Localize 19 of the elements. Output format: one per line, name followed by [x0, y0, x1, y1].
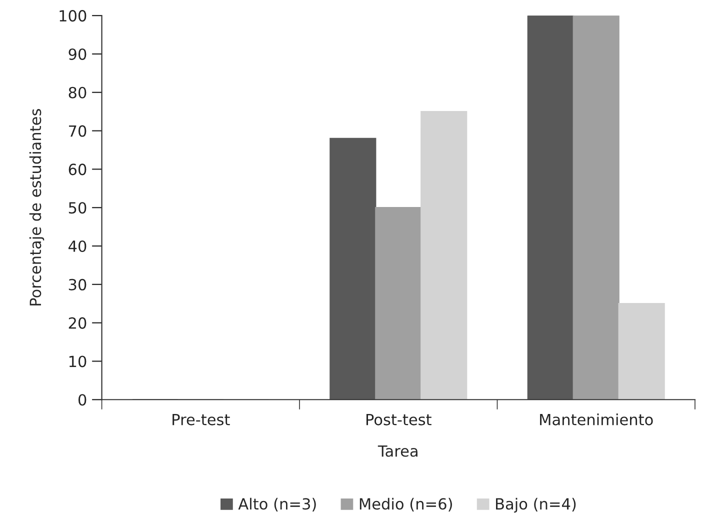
y-tick-label: 80	[68, 86, 86, 98]
x-tick-label: Post-test	[366, 414, 432, 426]
y-tick-label: 40	[68, 240, 86, 252]
legend-label: Bajo (n=4)	[496, 498, 576, 513]
x-tick-label: Mantenimiento	[540, 414, 653, 426]
y-tick-label: 70	[69, 125, 86, 137]
y-tick-label: 100	[60, 10, 86, 22]
y-tick-label: 90	[68, 48, 86, 60]
y-tick-label: 20	[68, 317, 86, 329]
y-tick-label: 30	[68, 278, 86, 290]
y-tick-label: 60	[68, 164, 86, 176]
x-axis-title: Tarea	[378, 445, 418, 457]
y-tick-label: 10	[69, 356, 86, 368]
x-tick-label: Pre-test	[172, 414, 230, 426]
y-axis-title: Porcentaje de estudiantes	[29, 109, 44, 306]
legend-label: Alto (n=3)	[238, 498, 316, 512]
y-tick-label: 50	[68, 202, 86, 214]
legend-label: Medio (n=6)	[360, 498, 452, 512]
y-tick-label: 0	[78, 394, 86, 406]
